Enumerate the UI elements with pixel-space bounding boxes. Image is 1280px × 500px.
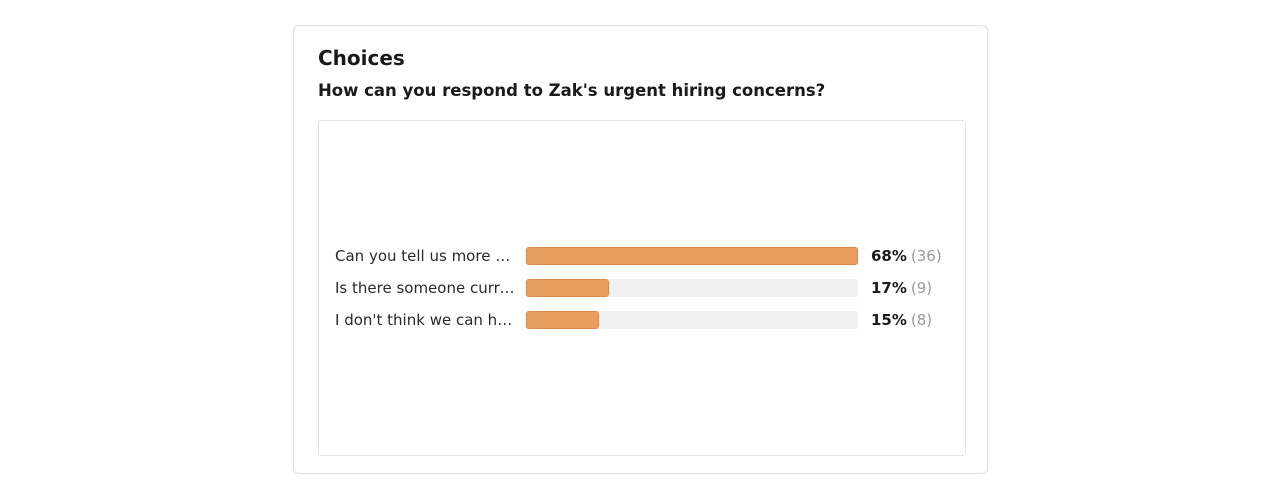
choice-count: (8) [910, 311, 933, 329]
choice-label: Can you tell us more a... [335, 247, 515, 265]
bar-fill [526, 279, 609, 297]
choice-row: Can you tell us more a... 68% (36) [319, 246, 965, 266]
choice-percent: 17% [871, 279, 907, 297]
choice-row: I don't think we can hir... 15% (8) [319, 310, 965, 330]
choice-result: 68% (36) [871, 246, 942, 266]
choice-percent: 15% [871, 311, 907, 329]
bar-fill [526, 247, 858, 265]
bar-fill [526, 311, 600, 329]
choice-result: 17% (9) [871, 278, 932, 298]
choice-percent: 68% [871, 247, 907, 265]
bar-track [526, 279, 858, 297]
choice-count: (36) [910, 247, 942, 265]
bar-track [526, 311, 858, 329]
choice-label: Is there someone curre... [335, 279, 515, 297]
choice-row: Is there someone curre... 17% (9) [319, 278, 965, 298]
choice-result: 15% (8) [871, 310, 932, 330]
choices-card: Choices How can you respond to Zak's urg… [293, 25, 988, 474]
bar-track [526, 247, 858, 265]
question-text: How can you respond to Zak's urgent hiri… [318, 81, 826, 100]
choice-count: (9) [910, 279, 933, 297]
choice-label: I don't think we can hir... [335, 311, 515, 329]
results-chart: Can you tell us more a... 68% (36) Is the… [318, 120, 966, 456]
card-title: Choices [318, 46, 405, 70]
